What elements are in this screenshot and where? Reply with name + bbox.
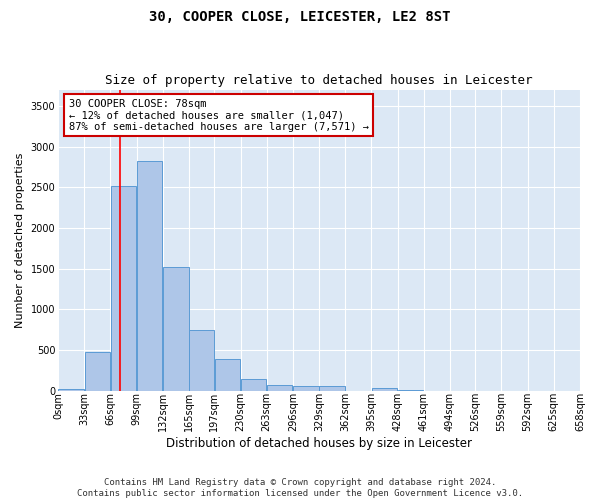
Bar: [319, 386, 345, 390]
Bar: [190, 330, 214, 390]
Y-axis label: Number of detached properties: Number of detached properties: [15, 152, 25, 328]
Bar: [293, 386, 319, 390]
Bar: [267, 384, 292, 390]
Text: 30 COOPER CLOSE: 78sqm
← 12% of detached houses are smaller (1,047)
87% of semi-: 30 COOPER CLOSE: 78sqm ← 12% of detached…: [68, 98, 368, 132]
Title: Size of property relative to detached houses in Leicester: Size of property relative to detached ho…: [105, 74, 533, 87]
Text: 30, COOPER CLOSE, LEICESTER, LE2 8ST: 30, COOPER CLOSE, LEICESTER, LE2 8ST: [149, 10, 451, 24]
X-axis label: Distribution of detached houses by size in Leicester: Distribution of detached houses by size …: [166, 437, 472, 450]
Bar: [85, 352, 110, 391]
Bar: [163, 267, 188, 390]
Bar: [137, 161, 163, 390]
Bar: [215, 359, 240, 390]
Bar: [372, 388, 397, 390]
Bar: [241, 380, 266, 390]
Bar: [111, 186, 136, 390]
Bar: [58, 389, 84, 390]
Text: Contains HM Land Registry data © Crown copyright and database right 2024.
Contai: Contains HM Land Registry data © Crown c…: [77, 478, 523, 498]
